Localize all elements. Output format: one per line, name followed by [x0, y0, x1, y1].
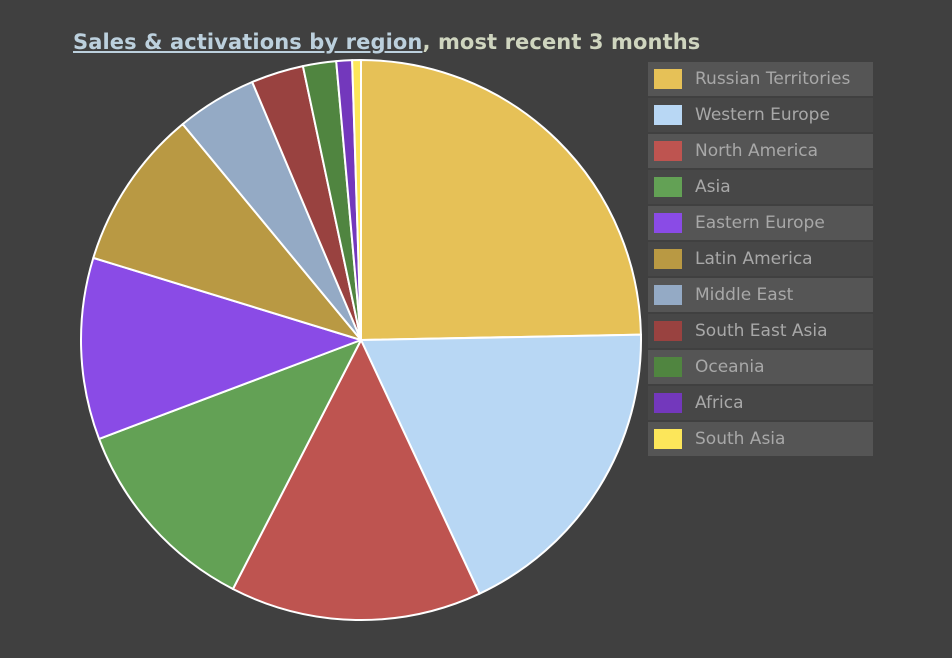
- chart-title-rest: , most recent 3 months: [422, 30, 701, 54]
- pie-slice-latin-america[interactable]: [92, 123, 362, 341]
- legend-swatch: [654, 105, 682, 125]
- legend-swatch: [654, 249, 682, 269]
- legend-item-south-asia[interactable]: South Asia: [648, 422, 873, 456]
- legend-item-north-america[interactable]: North America: [648, 134, 873, 168]
- legend-swatch: [654, 321, 682, 341]
- legend-label: Eastern Europe: [695, 213, 825, 233]
- pie-slice-western-europe[interactable]: [360, 333, 642, 595]
- legend-item-africa[interactable]: Africa: [648, 386, 873, 420]
- legend-label: South Asia: [695, 429, 786, 449]
- legend-label: Africa: [695, 393, 744, 413]
- legend-label: Western Europe: [695, 105, 830, 125]
- chart-title: Sales & activations by region, most rece…: [73, 30, 700, 54]
- legend-swatch: [654, 69, 682, 89]
- legend-item-russian-territories[interactable]: Russian Territories: [648, 62, 873, 96]
- legend-label: Russian Territories: [695, 69, 851, 89]
- legend-swatch: [654, 213, 682, 233]
- legend-label: Middle East: [695, 285, 794, 305]
- legend-label: Oceania: [695, 357, 765, 377]
- legend-item-latin-america[interactable]: Latin America: [648, 242, 873, 276]
- legend-item-oceania[interactable]: Oceania: [648, 350, 873, 384]
- pie-slice-south-asia[interactable]: [351, 58, 362, 341]
- pie-slice-asia[interactable]: [98, 339, 362, 590]
- chart-title-link[interactable]: Sales & activations by region: [73, 30, 423, 54]
- legend-swatch: [654, 285, 682, 305]
- legend-item-asia[interactable]: Asia: [648, 170, 873, 204]
- legend-item-south-east-asia[interactable]: South East Asia: [648, 314, 873, 348]
- legend-item-western-europe[interactable]: Western Europe: [648, 98, 873, 132]
- legend-label: Asia: [695, 177, 731, 197]
- legend-swatch: [654, 393, 682, 413]
- pie-slice-north-america[interactable]: [231, 339, 481, 621]
- legend-swatch: [654, 429, 682, 449]
- pie-slice-russian-territories[interactable]: [360, 59, 642, 341]
- legend-label: Latin America: [695, 249, 813, 269]
- legend-swatch: [654, 357, 682, 377]
- legend-swatch: [654, 177, 682, 197]
- legend-swatch: [654, 141, 682, 161]
- legend-item-middle-east[interactable]: Middle East: [648, 278, 873, 312]
- legend-item-eastern-europe[interactable]: Eastern Europe: [648, 206, 873, 240]
- legend-label: South East Asia: [695, 321, 828, 341]
- chart-legend: Russian Territories Western Europe North A…: [648, 62, 873, 458]
- legend-label: North America: [695, 141, 819, 161]
- pie-slice-eastern-europe[interactable]: [80, 256, 362, 440]
